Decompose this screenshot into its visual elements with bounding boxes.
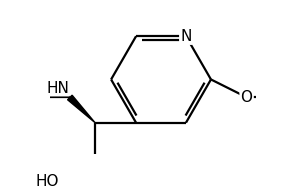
Text: N: N: [180, 29, 192, 44]
Text: O: O: [241, 90, 253, 105]
Text: HN: HN: [46, 81, 69, 96]
Text: HO: HO: [36, 174, 59, 189]
Polygon shape: [68, 95, 95, 123]
